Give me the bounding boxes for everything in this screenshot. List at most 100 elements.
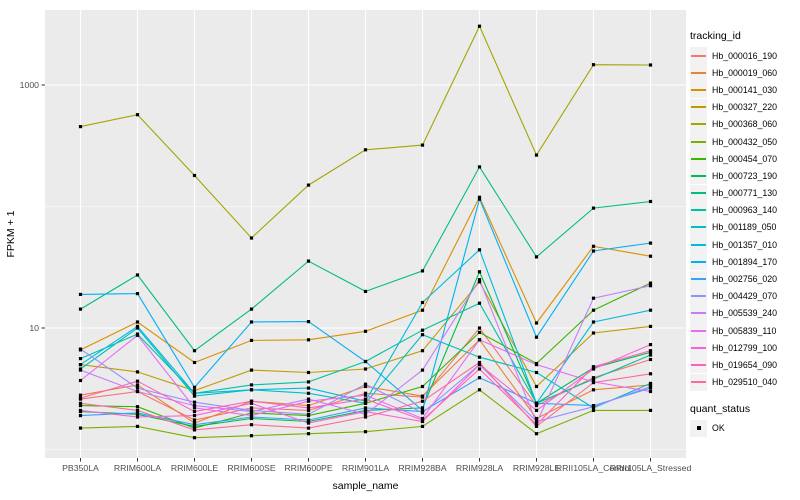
legend-key-icon [690, 253, 707, 271]
data-point [306, 397, 311, 401]
data-point [648, 343, 653, 347]
data-point [249, 406, 254, 410]
quant-ok-key-icon [690, 419, 707, 437]
data-point [648, 357, 653, 362]
data-point [78, 347, 83, 351]
legend-item-label: Hb_005839_110 [712, 325, 777, 336]
legend-key-icon [690, 356, 707, 374]
legend-key-icon [690, 270, 707, 288]
data-point [249, 320, 254, 324]
legend-item-label: Hb_029510_040 [712, 377, 778, 388]
legend-item: Hb_000771_130 [690, 184, 798, 202]
data-point [648, 384, 653, 389]
legend-key-icon [690, 98, 707, 116]
legend-key-icon [690, 167, 707, 185]
data-point [477, 24, 482, 28]
y-tick-label: 1000 [20, 80, 39, 90]
data-point [534, 408, 539, 412]
x-tick-label: RRII105LA_Control [556, 463, 631, 473]
data-point [420, 384, 425, 389]
data-point [534, 370, 539, 375]
data-point [477, 248, 482, 252]
data-point [249, 236, 254, 240]
data-point [648, 284, 653, 288]
series-color-line-icon [691, 54, 706, 57]
data-point [477, 165, 482, 169]
data-point [591, 331, 596, 335]
data-point [591, 320, 596, 324]
legend-items: Hb_000016_190 Hb_000019_060 Hb_000141_030 H… [690, 47, 798, 391]
data-point [192, 173, 197, 178]
data-point [78, 408, 83, 412]
data-point [477, 280, 482, 284]
data-point [192, 428, 197, 432]
y-tick-label: 10 [29, 323, 39, 333]
x-tick-label: RRIM600PE [284, 463, 332, 473]
data-point [477, 355, 482, 359]
legend-item-label: Hb_012799_100 [712, 342, 778, 353]
data-point [363, 415, 368, 419]
data-point [78, 357, 83, 361]
legend-item: Hb_001894_170 [690, 253, 798, 271]
legend-item-label: Hb_000327_220 [712, 102, 778, 113]
legend-item-label: Hb_000432_050 [712, 136, 778, 147]
data-point [420, 328, 425, 332]
legend-key-icon [690, 304, 707, 322]
legend-item: Hb_000432_050 [690, 133, 798, 151]
data-point [363, 359, 368, 364]
data-point [306, 259, 311, 263]
data-point [363, 289, 368, 293]
data-point [420, 418, 425, 422]
data-point [591, 206, 596, 210]
legend-item: Hb_002756_020 [690, 270, 798, 288]
data-point [420, 308, 425, 312]
series-color-line-icon [691, 346, 706, 349]
x-tick-label: RRIM600LE [171, 463, 219, 473]
data-point [477, 376, 482, 380]
data-point [249, 423, 254, 427]
legend-item: Hb_019654_090 [690, 356, 798, 374]
data-point [534, 424, 539, 428]
data-point [249, 414, 254, 418]
data-point [477, 363, 482, 367]
x-tick-label: RRIM928BA [398, 463, 446, 473]
legend-item-label: Hb_001357_010 [712, 239, 778, 250]
data-point [306, 391, 311, 395]
data-point [249, 410, 254, 414]
data-point [420, 333, 425, 337]
legend-item-label: Hb_000368_060 [712, 119, 778, 130]
data-point [249, 368, 254, 372]
series-color-line-icon [691, 157, 706, 160]
data-point [363, 410, 368, 414]
filled-square-icon [696, 426, 701, 431]
legend-item-label: Hb_002756_020 [712, 274, 778, 285]
legend-item-label: Hb_000019_060 [712, 67, 778, 78]
data-point [534, 423, 539, 427]
x-tick-label: RRII105LA_Stressed [610, 463, 692, 473]
data-point [78, 396, 83, 400]
data-point [477, 270, 482, 274]
data-point [192, 349, 197, 353]
data-point [306, 404, 311, 408]
data-point [192, 418, 197, 422]
data-point [306, 338, 311, 342]
legend-item-label: Hb_000016_190 [712, 50, 778, 61]
x-tick-label: RRIM928LA [456, 463, 504, 473]
data-point [648, 389, 653, 394]
legend-item: Hb_012799_100 [690, 339, 798, 357]
legend-key-icon [690, 236, 707, 254]
data-point [192, 400, 197, 404]
data-point [135, 324, 140, 328]
x-tick-label: RRIM901LA [342, 463, 390, 473]
series-color-line-icon [691, 71, 706, 74]
data-point [363, 329, 368, 333]
data-point [192, 424, 197, 428]
data-point [306, 370, 311, 375]
data-point [534, 401, 539, 405]
x-tick-label: PB350LA [62, 463, 99, 473]
data-point [306, 183, 311, 187]
data-point [477, 326, 482, 330]
data-point [591, 367, 596, 371]
data-point [648, 350, 653, 354]
